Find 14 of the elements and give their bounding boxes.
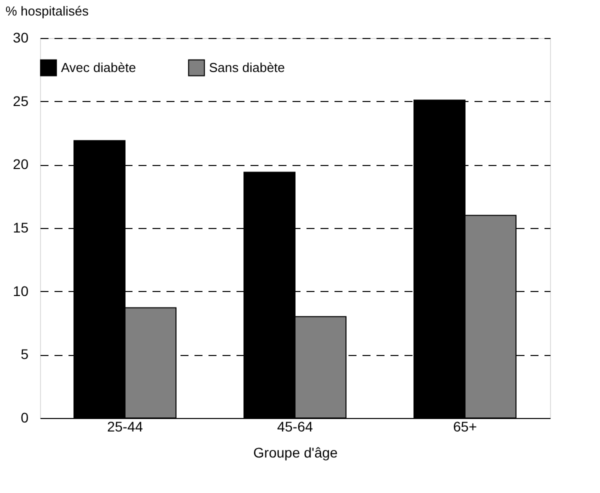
y-tick-label: 15 (12, 220, 29, 236)
x-tick-label: 45-64 (277, 418, 314, 434)
y-tick-label: 30 (12, 30, 29, 46)
x-axis-title: Groupe d'âge (253, 444, 338, 460)
legend-label: Sans diabète (209, 60, 285, 75)
y-tick-label: 25 (12, 92, 29, 109)
y-tick-label: 0 (20, 410, 29, 426)
y-tick-label: 5 (20, 346, 29, 362)
y-axis-title: % hospitalisés (6, 4, 90, 18)
x-tick-label: 65+ (453, 418, 477, 434)
y-tick-label: 10 (12, 282, 29, 299)
x-tick-label: 25-44 (107, 418, 144, 434)
y-tick-label: 20 (12, 156, 29, 172)
legend-label: Avec diabète (61, 60, 136, 75)
